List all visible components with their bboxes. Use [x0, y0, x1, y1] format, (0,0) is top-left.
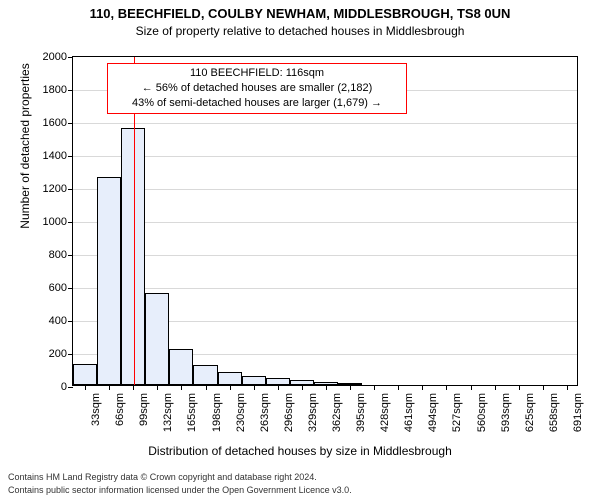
xtick-mark	[471, 385, 472, 390]
ytick-label: 800	[49, 249, 67, 261]
ytick-label: 600	[49, 282, 67, 294]
histogram-bar	[73, 364, 97, 385]
ytick-mark	[68, 57, 73, 58]
xtick-label: 33sqm	[90, 393, 102, 426]
x-axis-label: Distribution of detached houses by size …	[0, 444, 600, 458]
ytick-label: 200	[49, 348, 67, 360]
xtick-label: 625sqm	[524, 393, 536, 432]
ytick-mark	[68, 255, 73, 256]
xtick-mark	[133, 385, 134, 390]
histogram-bar	[121, 128, 145, 385]
property-size-chart: 110, BEECHFIELD, COULBY NEWHAM, MIDDLESB…	[0, 0, 600, 500]
xtick-mark	[302, 385, 303, 390]
histogram-bar	[242, 376, 266, 385]
ytick-mark	[68, 387, 73, 388]
xtick-label: 428sqm	[379, 393, 391, 432]
xtick-mark	[230, 385, 231, 390]
xtick-mark	[398, 385, 399, 390]
xtick-label: 691sqm	[572, 393, 584, 432]
ytick-mark	[68, 90, 73, 91]
gridline-h	[73, 222, 577, 223]
xtick-mark	[254, 385, 255, 390]
plot-area: 020040060080010001200140016001800200033s…	[72, 56, 578, 386]
ytick-label: 1600	[43, 117, 67, 129]
xtick-mark	[446, 385, 447, 390]
ytick-label: 1800	[43, 84, 67, 96]
ytick-label: 0	[61, 381, 67, 393]
xtick-label: 329sqm	[307, 393, 319, 432]
histogram-bar	[145, 293, 169, 385]
xtick-mark	[495, 385, 496, 390]
annotation-line: ← 56% of detached houses are smaller (2,…	[118, 81, 396, 96]
histogram-bar	[193, 365, 217, 385]
xtick-label: 461sqm	[403, 393, 415, 432]
credits-line1: Contains HM Land Registry data © Crown c…	[8, 472, 600, 482]
xtick-label: 527sqm	[451, 393, 463, 432]
gridline-h	[73, 189, 577, 190]
xtick-label: 494sqm	[427, 393, 439, 432]
xtick-mark	[422, 385, 423, 390]
ytick-mark	[68, 354, 73, 355]
annotation-line: 43% of semi-detached houses are larger (…	[118, 96, 396, 111]
xtick-label: 296sqm	[283, 393, 295, 432]
gridline-h	[73, 255, 577, 256]
gridline-h	[73, 288, 577, 289]
xtick-mark	[278, 385, 279, 390]
ytick-label: 400	[49, 315, 67, 327]
xtick-mark	[206, 385, 207, 390]
xtick-mark	[374, 385, 375, 390]
ytick-label: 1400	[43, 150, 67, 162]
histogram-bar	[218, 372, 242, 385]
ytick-mark	[68, 321, 73, 322]
ytick-label: 1000	[43, 216, 67, 228]
xtick-label: 362sqm	[331, 393, 343, 432]
ytick-label: 2000	[43, 51, 67, 63]
ytick-mark	[68, 156, 73, 157]
xtick-label: 230sqm	[235, 393, 247, 432]
xtick-mark	[85, 385, 86, 390]
credits-line2: Contains public sector information licen…	[8, 485, 600, 495]
histogram-bar	[97, 177, 121, 385]
histogram-bar	[266, 378, 290, 385]
xtick-label: 560sqm	[476, 393, 488, 432]
xtick-mark	[109, 385, 110, 390]
xtick-mark	[567, 385, 568, 390]
xtick-mark	[157, 385, 158, 390]
xtick-label: 165sqm	[186, 393, 198, 432]
xtick-mark	[519, 385, 520, 390]
gridline-h	[73, 123, 577, 124]
histogram-bar	[169, 349, 193, 385]
chart-title-line1: 110, BEECHFIELD, COULBY NEWHAM, MIDDLESB…	[0, 6, 600, 21]
chart-title-line2: Size of property relative to detached ho…	[0, 24, 600, 38]
xtick-label: 198sqm	[211, 393, 223, 432]
xtick-label: 132sqm	[162, 393, 174, 432]
y-axis-label: Number of detached properties	[18, 0, 32, 311]
xtick-label: 99sqm	[138, 393, 150, 426]
ytick-mark	[68, 189, 73, 190]
gridline-h	[73, 156, 577, 157]
xtick-label: 66sqm	[114, 393, 126, 426]
annotation-line: 110 BEECHFIELD: 116sqm	[118, 66, 396, 81]
ytick-mark	[68, 288, 73, 289]
xtick-mark	[326, 385, 327, 390]
xtick-mark	[543, 385, 544, 390]
ytick-mark	[68, 123, 73, 124]
ytick-label: 1200	[43, 183, 67, 195]
xtick-label: 263sqm	[259, 393, 271, 432]
xtick-label: 658sqm	[548, 393, 560, 432]
ytick-mark	[68, 222, 73, 223]
annotation-box: 110 BEECHFIELD: 116sqm← 56% of detached …	[107, 63, 407, 114]
xtick-mark	[350, 385, 351, 390]
xtick-mark	[181, 385, 182, 390]
xtick-label: 395sqm	[355, 393, 367, 432]
xtick-label: 593sqm	[500, 393, 512, 432]
